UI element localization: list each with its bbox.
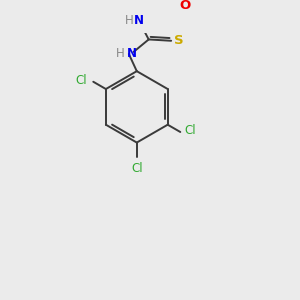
Text: N: N xyxy=(134,14,144,27)
Text: H: H xyxy=(116,47,125,61)
Text: H: H xyxy=(124,14,133,27)
Text: Cl: Cl xyxy=(184,124,196,137)
Text: O: O xyxy=(179,0,191,12)
Text: Cl: Cl xyxy=(131,162,142,175)
Text: Cl: Cl xyxy=(76,74,87,87)
Text: N: N xyxy=(127,47,136,61)
Text: S: S xyxy=(174,34,183,47)
